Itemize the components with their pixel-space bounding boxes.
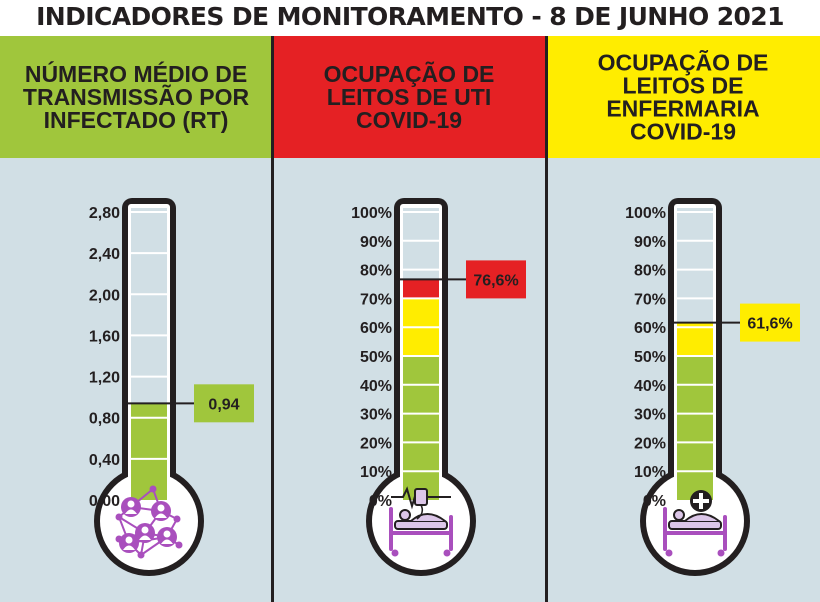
panel-header — [272, 36, 546, 158]
tick-label: 10% — [360, 464, 392, 481]
tick-label: 0% — [643, 493, 666, 510]
fill-band — [677, 356, 713, 500]
tick-label: 40% — [360, 378, 392, 395]
hospital-bed-cross-icon — [663, 490, 727, 557]
tick-label: 100% — [351, 205, 392, 222]
panel-title-line: TRANSMISSÃO POR — [23, 83, 250, 110]
tick-label: 10% — [634, 464, 666, 481]
tick-label: 0,00 — [89, 493, 120, 510]
tick-label: 0% — [369, 493, 392, 510]
tick-label: 90% — [634, 234, 666, 251]
tick-label: 2,40 — [89, 246, 120, 263]
tick-label: 80% — [634, 263, 666, 280]
tick-label: 0,40 — [89, 452, 120, 469]
panel-title-line: COVID-19 — [356, 107, 462, 133]
value-label: 61,6% — [747, 316, 792, 333]
fill-band — [403, 279, 439, 299]
value-badge — [740, 303, 800, 342]
tick-label: 20% — [360, 435, 392, 452]
tick-label: 60% — [634, 320, 666, 337]
panel-header — [546, 36, 820, 158]
panel-title-line: OCUPAÇÃO DE — [324, 60, 495, 87]
people-network-icon — [115, 485, 183, 559]
panel-title-line: LEITOS DE — [623, 73, 744, 99]
panel-title-line: ENFERMARIA — [606, 96, 759, 122]
panel-header — [0, 36, 272, 158]
tick-label: 30% — [634, 407, 666, 424]
tick-label: 100% — [625, 205, 666, 222]
tick-label: 20% — [634, 435, 666, 452]
main-title: INDICADORES DE MONITORAMENTO - 8 DE JUNH… — [36, 2, 784, 31]
tick-label: 60% — [360, 320, 392, 337]
tick-label: 70% — [634, 291, 666, 308]
fill-band — [403, 356, 439, 500]
value-badge — [466, 260, 526, 299]
panel-title-line: INFECTADO (RT) — [44, 107, 229, 133]
tick-label: 2,00 — [89, 287, 120, 304]
tick-label: 0,80 — [89, 411, 120, 428]
panel-title-line: NÚMERO MÉDIO DE — [25, 60, 247, 87]
tick-label: 2,80 — [89, 205, 120, 222]
fill-band — [131, 403, 167, 500]
value-badge — [194, 384, 254, 423]
icu-bed-heart-monitor-icon — [389, 486, 453, 557]
tick-label: 30% — [360, 407, 392, 424]
tick-label: 1,60 — [89, 328, 120, 345]
tick-label: 50% — [634, 349, 666, 366]
tick-label: 40% — [634, 378, 666, 395]
panel-divider — [545, 36, 548, 602]
tick-label: 80% — [360, 263, 392, 280]
panel-title-line: OCUPAÇÃO DE — [598, 49, 769, 76]
tick-label: 1,20 — [89, 370, 120, 387]
tick-label: 50% — [360, 349, 392, 366]
panel-divider — [271, 36, 274, 602]
tick-label: 90% — [360, 234, 392, 251]
value-label: 76,6% — [473, 272, 518, 289]
panel-title-line: COVID-19 — [630, 119, 736, 145]
tick-label: 70% — [360, 291, 392, 308]
panel-title-line: LEITOS DE UTI — [327, 84, 491, 110]
value-label: 0,94 — [208, 396, 239, 413]
